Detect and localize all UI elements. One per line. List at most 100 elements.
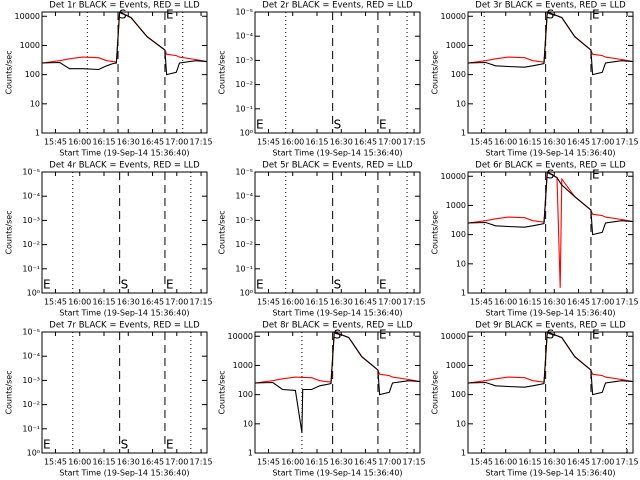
marker-label: E — [592, 8, 600, 22]
series-line — [468, 172, 633, 236]
x-tick-label: 15:45 — [470, 298, 493, 307]
x-tick-label: 17:00 — [378, 138, 401, 147]
y-tick-label: 10⁻⁵ — [22, 168, 40, 177]
x-tick-label: 17:15 — [190, 458, 213, 467]
x-tick-label: 16:30 — [330, 138, 353, 147]
chart-title: Det 6r BLACK = Events, RED = LLD — [475, 161, 626, 171]
y-tick-label: 10000 — [15, 12, 40, 21]
y-axis-label: Counts/sec — [431, 370, 440, 414]
x-tick-label: 16:45 — [567, 138, 590, 147]
marker-label: E — [379, 328, 387, 342]
plot-frame — [254, 171, 421, 294]
y-axis-label: Counts/sec — [431, 210, 440, 254]
y-tick-label: 10⁻⁵ — [22, 328, 40, 337]
x-tick-label: 16:45 — [354, 298, 377, 307]
y-tick-label: 1000 — [446, 361, 466, 370]
marker-label: S — [547, 168, 555, 182]
x-tick-label: 17:00 — [165, 458, 188, 467]
x-axis-label: Start Time (19-Sep-14 15:36:40) — [272, 149, 402, 158]
y-tick-label: 1000 — [233, 361, 253, 370]
marker-label: S — [334, 278, 342, 292]
x-tick-label: 16:30 — [543, 298, 566, 307]
y-tick-label: 10⁰ — [27, 289, 40, 298]
chart-title: Det 5r BLACK = Events, RED = LLD — [262, 161, 413, 171]
x-tick-label: 16:15 — [305, 298, 328, 307]
y-tick-label: 10⁰ — [240, 289, 253, 298]
x-tick-label: 17:15 — [403, 298, 426, 307]
x-tick-label: 17:00 — [591, 458, 614, 467]
x-tick-label: 17:00 — [378, 458, 401, 467]
y-tick-label: 10⁻⁴ — [235, 192, 253, 201]
x-tick-label: 16:45 — [567, 458, 590, 467]
x-tick-label: 16:45 — [567, 298, 590, 307]
x-tick-label: 16:30 — [543, 138, 566, 147]
y-tick-label: 10⁻³ — [235, 216, 253, 225]
x-axis-label: Start Time (19-Sep-14 15:36:40) — [272, 469, 402, 478]
y-tick-label: 100 — [451, 390, 466, 399]
marker-label: E — [256, 118, 264, 132]
x-tick-label: 16:00 — [68, 138, 91, 147]
marker-label: E — [43, 278, 51, 292]
series-line — [468, 12, 633, 64]
y-tick-label: 10⁻³ — [22, 216, 40, 225]
x-axis-label: Start Time (19-Sep-14 15:36:40) — [485, 149, 615, 158]
marker-label: S — [121, 278, 129, 292]
chart-title: Det 1r BLACK = Events, RED = LLD — [49, 1, 200, 11]
series-line — [468, 332, 633, 384]
x-tick-label: 16:15 — [92, 138, 115, 147]
y-tick-label: 10000 — [441, 172, 466, 181]
y-tick-label: 1 — [461, 289, 466, 298]
chart-title: Det 4r BLACK = Events, RED = LLD — [49, 161, 200, 171]
y-tick-label: 10000 — [441, 12, 466, 21]
y-tick-label: 10⁻³ — [235, 56, 253, 65]
x-tick-label: 15:45 — [470, 458, 493, 467]
x-tick-label: 16:00 — [494, 138, 517, 147]
series-line — [468, 12, 633, 76]
x-tick-label: 16:30 — [117, 458, 140, 467]
y-tick-label: 1 — [461, 449, 466, 458]
x-tick-label: 15:45 — [44, 298, 67, 307]
y-tick-label: 10⁻⁵ — [235, 168, 253, 177]
series-line — [42, 12, 207, 64]
chart-title: Det 9r BLACK = Events, RED = LLD — [475, 321, 626, 331]
marker-label: E — [379, 278, 387, 292]
x-tick-label: 16:45 — [141, 458, 164, 467]
y-tick-label: 10⁻⁴ — [22, 352, 40, 361]
marker-label: E — [256, 278, 264, 292]
y-tick-label: 10⁰ — [27, 449, 40, 458]
x-tick-label: 17:00 — [165, 138, 188, 147]
x-tick-label: 17:00 — [591, 138, 614, 147]
marker-label: E — [43, 438, 51, 452]
y-tick-label: 10000 — [228, 332, 253, 341]
y-tick-label: 10⁻¹ — [22, 424, 40, 433]
x-tick-label: 16:45 — [141, 298, 164, 307]
y-tick-label: 100 — [238, 390, 253, 399]
x-tick-label: 15:45 — [44, 458, 67, 467]
x-tick-label: 16:15 — [518, 458, 541, 467]
chart-title: Det 7r BLACK = Events, RED = LLD — [49, 321, 200, 331]
y-tick-label: 10⁰ — [240, 129, 253, 138]
x-tick-label: 16:15 — [92, 458, 115, 467]
x-tick-label: 16:00 — [494, 298, 517, 307]
x-tick-label: 17:00 — [378, 298, 401, 307]
plot-frame — [467, 11, 634, 134]
x-tick-label: 16:45 — [141, 138, 164, 147]
y-tick-label: 10 — [456, 99, 466, 108]
y-tick-label: 10⁻¹ — [22, 264, 40, 273]
plot-frame — [467, 331, 634, 454]
y-tick-label: 10⁻² — [22, 400, 40, 409]
x-tick-label: 15:45 — [470, 138, 493, 147]
chart-title: Det 2r BLACK = Events, RED = LLD — [262, 1, 413, 11]
y-tick-label: 10⁻¹ — [235, 264, 253, 273]
y-axis-label: Counts/sec — [5, 210, 14, 254]
plot-frame — [254, 331, 421, 454]
y-tick-label: 10000 — [441, 332, 466, 341]
y-tick-label: 10 — [456, 419, 466, 428]
x-axis-label: Start Time (19-Sep-14 15:36:40) — [59, 469, 189, 478]
x-tick-label: 16:00 — [281, 298, 304, 307]
y-axis-label: Counts/sec — [5, 50, 14, 94]
y-tick-label: 1 — [461, 129, 466, 138]
y-tick-label: 100 — [25, 70, 40, 79]
y-tick-label: 10 — [243, 419, 253, 428]
x-tick-label: 15:45 — [257, 298, 280, 307]
